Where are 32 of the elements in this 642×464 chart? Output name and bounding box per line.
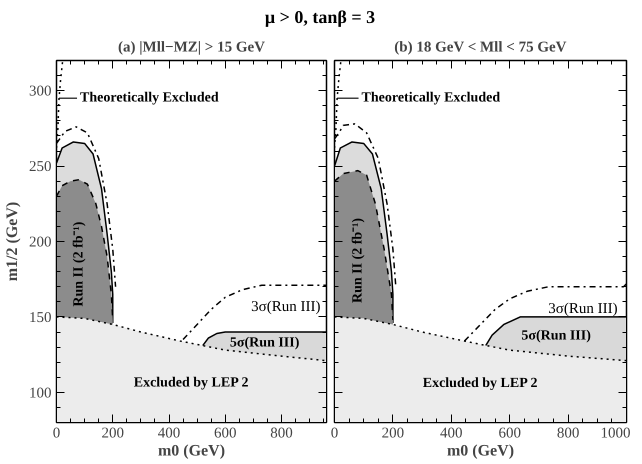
series-label: Run II (2 fb⁻¹) bbox=[72, 221, 86, 307]
y-tick-label: 200 bbox=[29, 234, 52, 250]
legend-label: 5σ(Run III) bbox=[521, 328, 592, 344]
y-tick-label: 100 bbox=[29, 385, 52, 402]
y-tick-label: 250 bbox=[29, 159, 52, 176]
y-tick-label: 300 bbox=[29, 84, 52, 100]
x-tick-label: 600 bbox=[498, 426, 521, 442]
x-tick-label: 800 bbox=[556, 426, 580, 442]
y-tick-label: 150 bbox=[29, 310, 52, 326]
annotation: 3σ(Run III) bbox=[251, 299, 321, 316]
series-label: Run II (2 fb⁻¹) bbox=[350, 218, 366, 304]
x-tick-label: 400 bbox=[440, 426, 463, 442]
x-tick-label: 600 bbox=[214, 426, 236, 442]
y-axis-title: m1/2 (GeV) bbox=[4, 202, 21, 282]
x-tick-label: 1000 bbox=[600, 426, 630, 442]
series-label: Excluded by LEP 2 bbox=[422, 376, 538, 391]
annotation: Theoretically Excluded bbox=[362, 90, 500, 106]
x-axis-title: m0 (GeV) bbox=[158, 442, 226, 460]
x-tick-label: 0 bbox=[52, 426, 60, 442]
chart-title: μ > 0, tanβ = 3 bbox=[264, 6, 376, 29]
series-label: Excluded by LEP 2 bbox=[134, 375, 248, 390]
x-axis-title: m0 (GeV) bbox=[446, 442, 514, 460]
x-tick-label: 200 bbox=[382, 426, 404, 442]
x-tick-label: 200 bbox=[102, 426, 124, 442]
chart-subtitle: (b) 18 GeV < Mll < 75 GeV bbox=[394, 40, 567, 56]
x-tick-label: 400 bbox=[158, 426, 180, 442]
annotation: 3σ(Run III) bbox=[548, 300, 618, 317]
annotation: Theoretically Excluded bbox=[80, 90, 219, 106]
x-tick-label: 0 bbox=[330, 426, 338, 442]
legend-label: 5σ(Run III) bbox=[230, 336, 300, 351]
x-tick-label: 800 bbox=[270, 426, 293, 442]
chart-subtitle: (a) |Mll−MZ| > 15 GeV bbox=[118, 40, 266, 56]
